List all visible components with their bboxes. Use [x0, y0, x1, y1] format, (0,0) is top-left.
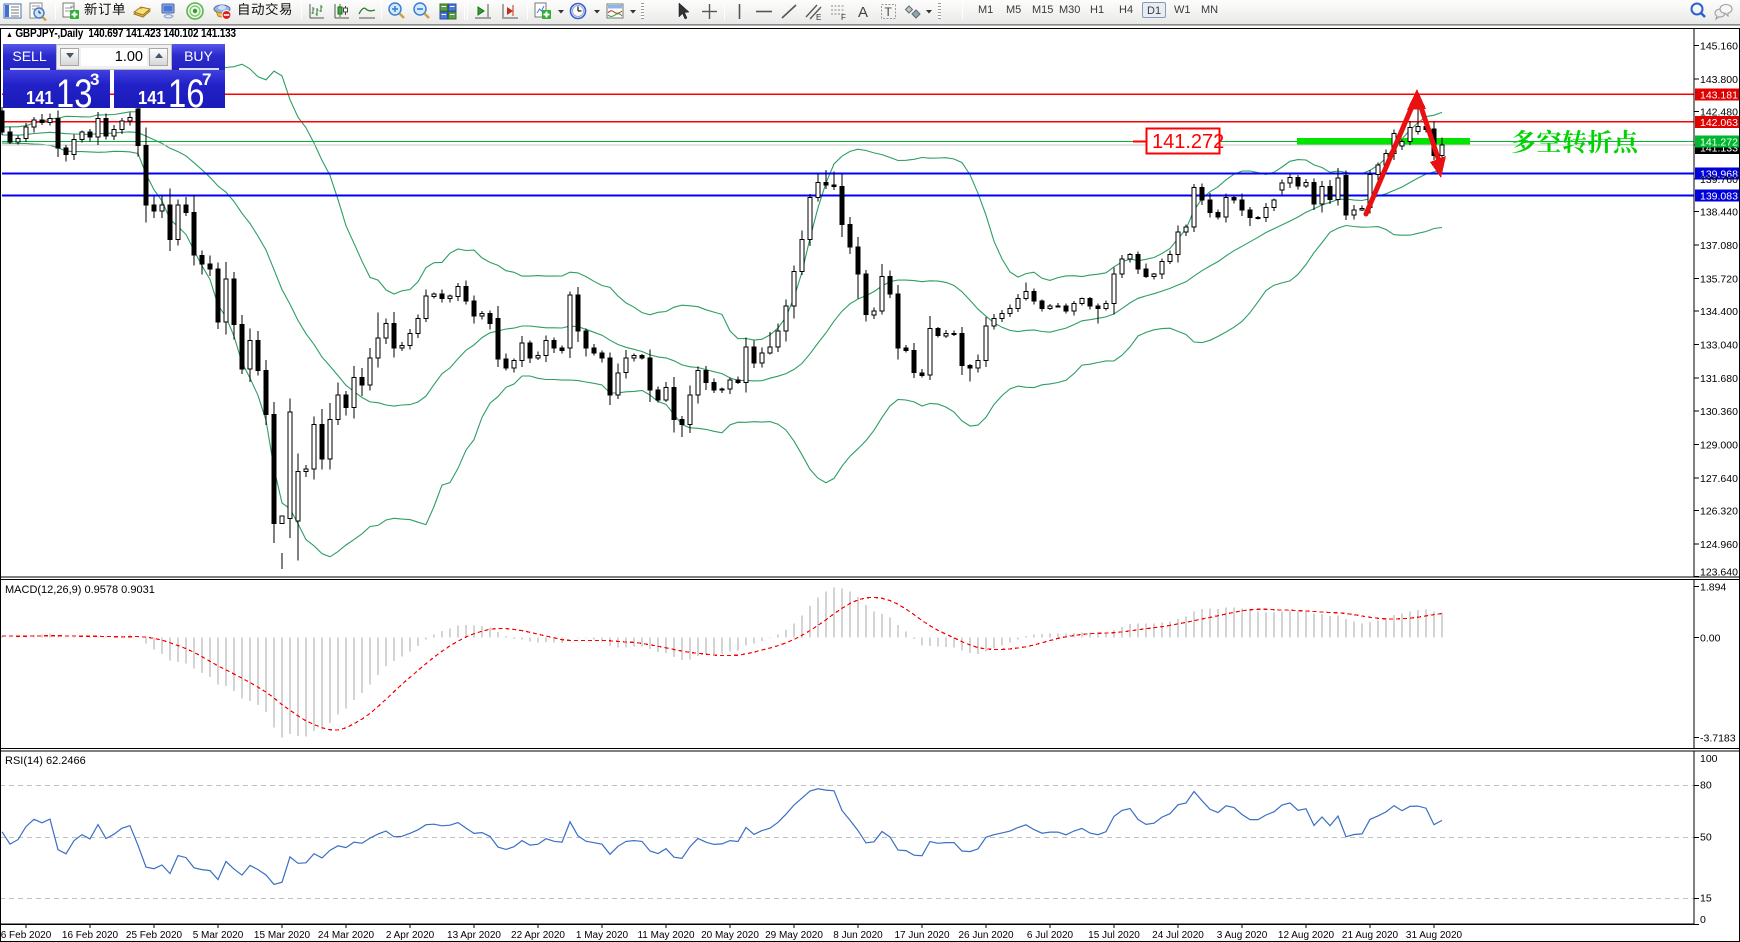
svg-text:100: 100 — [1700, 753, 1718, 765]
svg-text:13 Apr 2020: 13 Apr 2020 — [447, 930, 501, 941]
svg-text:3 Aug 2020: 3 Aug 2020 — [1217, 930, 1268, 941]
svg-text:130.360: 130.360 — [1700, 406, 1738, 418]
svg-text:16 Feb 2020: 16 Feb 2020 — [62, 930, 119, 941]
svg-text:21 Aug 2020: 21 Aug 2020 — [1342, 930, 1399, 941]
svg-text:15: 15 — [1700, 892, 1712, 904]
svg-text:143.181: 143.181 — [1700, 89, 1738, 101]
svg-text:0: 0 — [1700, 914, 1706, 926]
svg-text:25 Feb 2020: 25 Feb 2020 — [126, 930, 183, 941]
svg-text:123.640: 123.640 — [1700, 567, 1738, 579]
svg-text:24 Jul 2020: 24 Jul 2020 — [1152, 930, 1204, 941]
svg-text:6 Jul 2020: 6 Jul 2020 — [1027, 930, 1074, 941]
svg-text:145.160: 145.160 — [1700, 41, 1738, 53]
svg-text:24 Mar 2020: 24 Mar 2020 — [318, 930, 375, 941]
svg-text:131.680: 131.680 — [1700, 373, 1738, 385]
svg-text:12 Aug 2020: 12 Aug 2020 — [1278, 930, 1335, 941]
svg-text:31 Aug 2020: 31 Aug 2020 — [1406, 930, 1463, 941]
svg-text:1 May 2020: 1 May 2020 — [576, 930, 629, 941]
svg-text:134.400: 134.400 — [1700, 306, 1738, 318]
svg-text:T: T — [885, 5, 893, 19]
svg-text:50: 50 — [1700, 832, 1712, 844]
svg-text:139.083: 139.083 — [1700, 191, 1738, 203]
svg-text:15 Jul 2020: 15 Jul 2020 — [1088, 930, 1140, 941]
svg-text:20 May 2020: 20 May 2020 — [701, 930, 759, 941]
svg-text:135.720: 135.720 — [1700, 274, 1738, 286]
svg-text:0.00: 0.00 — [1700, 633, 1721, 645]
svg-text:137.080: 137.080 — [1700, 240, 1738, 252]
svg-text:6 Feb 2020: 6 Feb 2020 — [1, 930, 52, 941]
svg-text:126.320: 126.320 — [1700, 506, 1738, 518]
svg-text:142.480: 142.480 — [1700, 107, 1738, 119]
svg-text:1.894: 1.894 — [1700, 582, 1726, 594]
svg-text:29 May 2020: 29 May 2020 — [765, 930, 823, 941]
svg-text:F: F — [841, 13, 846, 22]
svg-text:5 Mar 2020: 5 Mar 2020 — [193, 930, 244, 941]
svg-text:15 Mar 2020: 15 Mar 2020 — [254, 930, 311, 941]
svg-text:141.272: 141.272 — [1152, 131, 1224, 153]
svg-text:142.063: 142.063 — [1700, 117, 1738, 129]
svg-text:139.760: 139.760 — [1700, 174, 1738, 186]
svg-text:138.440: 138.440 — [1700, 206, 1738, 218]
svg-text:MACD(12,26,9) 0.9578 0.9031: MACD(12,26,9) 0.9578 0.9031 — [5, 584, 155, 596]
svg-text:A: A — [858, 4, 868, 21]
svg-text:129.000: 129.000 — [1700, 439, 1738, 451]
svg-text:17 Jun 2020: 17 Jun 2020 — [894, 930, 949, 941]
svg-text:E: E — [816, 13, 821, 22]
svg-text:141.272: 141.272 — [1700, 137, 1738, 149]
svg-text:127.640: 127.640 — [1700, 473, 1738, 485]
svg-text:124.960: 124.960 — [1700, 539, 1738, 551]
svg-text:RSI(14) 62.2466: RSI(14) 62.2466 — [5, 755, 86, 767]
svg-text:11 May 2020: 11 May 2020 — [637, 930, 695, 941]
svg-text:80: 80 — [1700, 780, 1712, 792]
svg-text:133.040: 133.040 — [1700, 340, 1738, 352]
svg-text:-3.7183: -3.7183 — [1700, 733, 1736, 745]
svg-text:143.800: 143.800 — [1700, 74, 1738, 86]
svg-text:8 Jun 2020: 8 Jun 2020 — [833, 930, 883, 941]
svg-text:22 Apr 2020: 22 Apr 2020 — [511, 930, 565, 941]
svg-text:139.968: 139.968 — [1700, 169, 1738, 181]
svg-text:2 Apr 2020: 2 Apr 2020 — [386, 930, 435, 941]
svg-text:26 Jun 2020: 26 Jun 2020 — [958, 930, 1013, 941]
